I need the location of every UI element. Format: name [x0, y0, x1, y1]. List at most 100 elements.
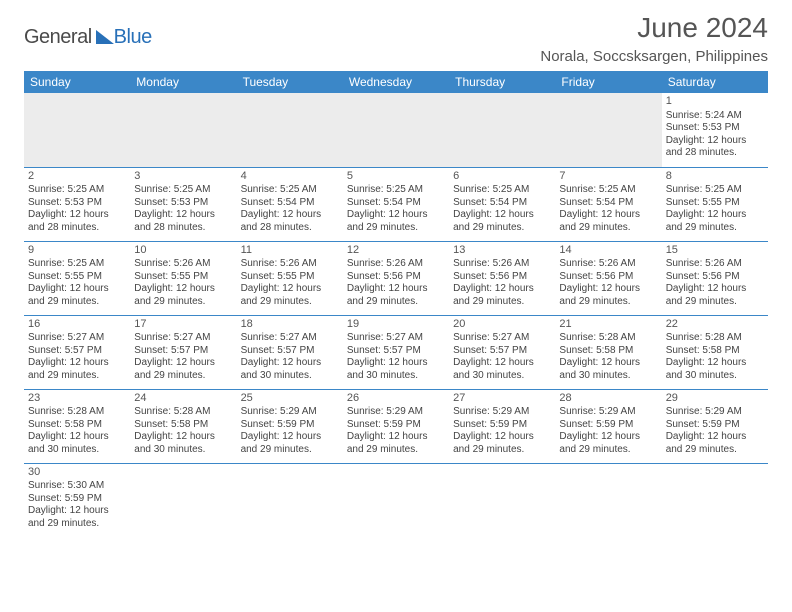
- calendar-day-cell: 20Sunrise: 5:27 AMSunset: 5:57 PMDayligh…: [449, 315, 555, 389]
- sunset-line: Sunset: 5:56 PM: [347, 271, 445, 284]
- calendar-body: 1Sunrise: 5:24 AMSunset: 5:53 PMDaylight…: [24, 93, 768, 537]
- daylight-line: Daylight: 12 hours and 30 minutes.: [241, 357, 339, 382]
- brand-logo: General Blue: [24, 26, 152, 49]
- brand-triangle-icon: [96, 30, 114, 44]
- sunrise-line: Sunrise: 5:27 AM: [28, 332, 126, 345]
- daylight-line: Daylight: 12 hours and 29 minutes.: [559, 209, 657, 234]
- daylight-line: Daylight: 12 hours and 28 minutes.: [666, 135, 764, 160]
- day-number: 25: [241, 392, 339, 406]
- calendar-day-cell: [343, 463, 449, 537]
- weekday-header-row: SundayMondayTuesdayWednesdayThursdayFrid…: [24, 71, 768, 93]
- daylight-line: Daylight: 12 hours and 29 minutes.: [28, 357, 126, 382]
- sunset-line: Sunset: 5:57 PM: [28, 345, 126, 358]
- calendar-day-cell: 29Sunrise: 5:29 AMSunset: 5:59 PMDayligh…: [662, 389, 768, 463]
- sunrise-line: Sunrise: 5:28 AM: [666, 332, 764, 345]
- sunrise-line: Sunrise: 5:29 AM: [347, 406, 445, 419]
- weekday-header: Monday: [130, 71, 236, 93]
- calendar-day-cell: 26Sunrise: 5:29 AMSunset: 5:59 PMDayligh…: [343, 389, 449, 463]
- calendar-week-row: 23Sunrise: 5:28 AMSunset: 5:58 PMDayligh…: [24, 389, 768, 463]
- calendar-day-cell: 6Sunrise: 5:25 AMSunset: 5:54 PMDaylight…: [449, 167, 555, 241]
- day-number: 26: [347, 392, 445, 406]
- daylight-line: Daylight: 12 hours and 29 minutes.: [134, 357, 232, 382]
- sunrise-line: Sunrise: 5:25 AM: [453, 184, 551, 197]
- calendar-day-cell: 18Sunrise: 5:27 AMSunset: 5:57 PMDayligh…: [237, 315, 343, 389]
- sunset-line: Sunset: 5:58 PM: [134, 419, 232, 432]
- calendar-day-cell: [449, 93, 555, 167]
- daylight-line: Daylight: 12 hours and 29 minutes.: [453, 283, 551, 308]
- daylight-line: Daylight: 12 hours and 29 minutes.: [453, 209, 551, 234]
- calendar-day-cell: [237, 93, 343, 167]
- month-title: June 2024: [540, 12, 768, 44]
- calendar-day-cell: 5Sunrise: 5:25 AMSunset: 5:54 PMDaylight…: [343, 167, 449, 241]
- sunset-line: Sunset: 5:58 PM: [559, 345, 657, 358]
- day-number: 24: [134, 392, 232, 406]
- day-number: 23: [28, 392, 126, 406]
- day-number: 30: [28, 466, 126, 480]
- sunset-line: Sunset: 5:59 PM: [559, 419, 657, 432]
- sunrise-line: Sunrise: 5:28 AM: [134, 406, 232, 419]
- calendar-day-cell: [555, 463, 661, 537]
- sunset-line: Sunset: 5:53 PM: [666, 122, 764, 135]
- sunset-line: Sunset: 5:59 PM: [241, 419, 339, 432]
- calendar-week-row: 2Sunrise: 5:25 AMSunset: 5:53 PMDaylight…: [24, 167, 768, 241]
- sunset-line: Sunset: 5:54 PM: [241, 197, 339, 210]
- sunset-line: Sunset: 5:58 PM: [666, 345, 764, 358]
- weekday-header: Thursday: [449, 71, 555, 93]
- daylight-line: Daylight: 12 hours and 29 minutes.: [347, 283, 445, 308]
- day-number: 18: [241, 318, 339, 332]
- daylight-line: Daylight: 12 hours and 29 minutes.: [559, 431, 657, 456]
- day-number: 2: [28, 170, 126, 184]
- daylight-line: Daylight: 12 hours and 29 minutes.: [134, 283, 232, 308]
- location: Norala, Soccsksargen, Philippines: [540, 48, 768, 65]
- brand-part1: General: [24, 26, 92, 49]
- day-number: 3: [134, 170, 232, 184]
- calendar-day-cell: 21Sunrise: 5:28 AMSunset: 5:58 PMDayligh…: [555, 315, 661, 389]
- calendar-week-row: 16Sunrise: 5:27 AMSunset: 5:57 PMDayligh…: [24, 315, 768, 389]
- day-number: 19: [347, 318, 445, 332]
- calendar-day-cell: 2Sunrise: 5:25 AMSunset: 5:53 PMDaylight…: [24, 167, 130, 241]
- calendar-day-cell: 7Sunrise: 5:25 AMSunset: 5:54 PMDaylight…: [555, 167, 661, 241]
- day-number: 7: [559, 170, 657, 184]
- sunrise-line: Sunrise: 5:26 AM: [134, 258, 232, 271]
- daylight-line: Daylight: 12 hours and 29 minutes.: [241, 283, 339, 308]
- calendar-day-cell: [24, 93, 130, 167]
- daylight-line: Daylight: 12 hours and 29 minutes.: [347, 431, 445, 456]
- day-number: 11: [241, 244, 339, 258]
- weekday-header: Friday: [555, 71, 661, 93]
- sunrise-line: Sunrise: 5:24 AM: [666, 110, 764, 123]
- daylight-line: Daylight: 12 hours and 30 minutes.: [134, 431, 232, 456]
- sunrise-line: Sunrise: 5:25 AM: [241, 184, 339, 197]
- sunrise-line: Sunrise: 5:25 AM: [28, 184, 126, 197]
- sunset-line: Sunset: 5:57 PM: [134, 345, 232, 358]
- day-number: 21: [559, 318, 657, 332]
- brand-part2: Blue: [114, 26, 152, 49]
- sunrise-line: Sunrise: 5:28 AM: [28, 406, 126, 419]
- day-number: 6: [453, 170, 551, 184]
- sunset-line: Sunset: 5:53 PM: [28, 197, 126, 210]
- sunrise-line: Sunrise: 5:25 AM: [28, 258, 126, 271]
- sunset-line: Sunset: 5:55 PM: [666, 197, 764, 210]
- daylight-line: Daylight: 12 hours and 30 minutes.: [347, 357, 445, 382]
- sunset-line: Sunset: 5:54 PM: [453, 197, 551, 210]
- daylight-line: Daylight: 12 hours and 28 minutes.: [134, 209, 232, 234]
- calendar-day-cell: 19Sunrise: 5:27 AMSunset: 5:57 PMDayligh…: [343, 315, 449, 389]
- calendar-day-cell: 28Sunrise: 5:29 AMSunset: 5:59 PMDayligh…: [555, 389, 661, 463]
- day-number: 13: [453, 244, 551, 258]
- weekday-header: Sunday: [24, 71, 130, 93]
- day-number: 29: [666, 392, 764, 406]
- calendar-day-cell: [130, 93, 236, 167]
- sunset-line: Sunset: 5:57 PM: [241, 345, 339, 358]
- sunset-line: Sunset: 5:57 PM: [347, 345, 445, 358]
- calendar-day-cell: 23Sunrise: 5:28 AMSunset: 5:58 PMDayligh…: [24, 389, 130, 463]
- daylight-line: Daylight: 12 hours and 29 minutes.: [559, 283, 657, 308]
- daylight-line: Daylight: 12 hours and 29 minutes.: [28, 283, 126, 308]
- daylight-line: Daylight: 12 hours and 28 minutes.: [241, 209, 339, 234]
- sunset-line: Sunset: 5:56 PM: [559, 271, 657, 284]
- sunset-line: Sunset: 5:53 PM: [134, 197, 232, 210]
- day-number: 12: [347, 244, 445, 258]
- sunrise-line: Sunrise: 5:26 AM: [666, 258, 764, 271]
- day-number: 20: [453, 318, 551, 332]
- sunset-line: Sunset: 5:56 PM: [453, 271, 551, 284]
- sunrise-line: Sunrise: 5:26 AM: [347, 258, 445, 271]
- day-number: 9: [28, 244, 126, 258]
